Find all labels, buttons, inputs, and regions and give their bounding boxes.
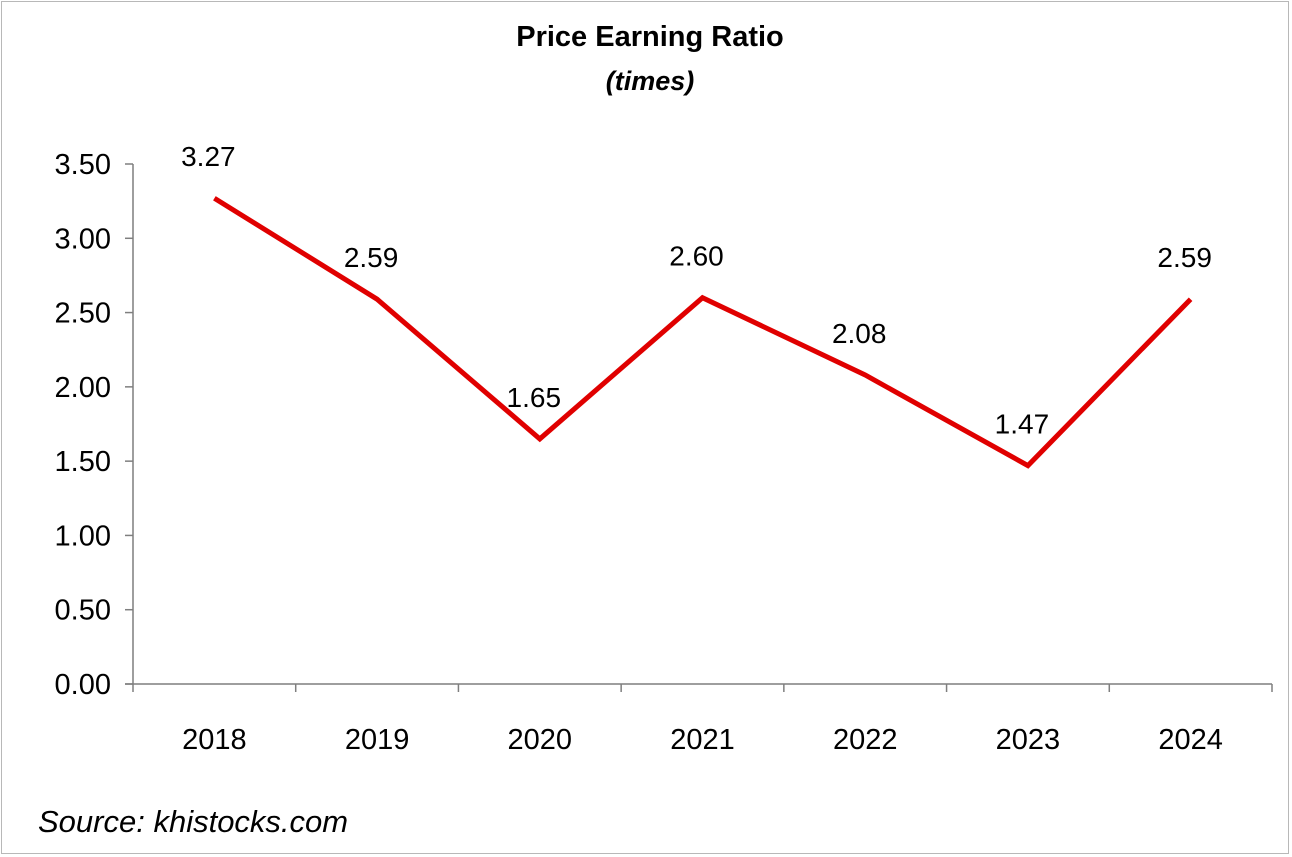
data-labels: 3.27 2.59 1.65 2.60 2.08 1.47 2.59 xyxy=(181,141,1212,439)
y-tick-label: 2.00 xyxy=(55,372,111,404)
x-tick-label: 2019 xyxy=(345,724,410,756)
data-label: 3.27 xyxy=(181,141,236,172)
axes xyxy=(125,163,1273,692)
chart-title: Price Earning Ratio xyxy=(516,21,784,53)
x-tick-label: 2022 xyxy=(833,724,898,756)
x-tick-label: 2021 xyxy=(670,724,735,756)
x-tick-label: 2020 xyxy=(508,724,573,756)
y-tick-label: 3.50 xyxy=(55,149,111,181)
y-tick-label: 2.50 xyxy=(55,298,111,330)
data-label: 2.60 xyxy=(669,241,724,272)
y-tick-label: 1.00 xyxy=(55,520,111,552)
x-tick-label: 2024 xyxy=(1158,724,1223,756)
data-label: 1.65 xyxy=(507,382,562,413)
chart-subtitle: (times) xyxy=(606,66,695,96)
data-label: 1.47 xyxy=(995,409,1050,440)
y-tick-label: 0.50 xyxy=(55,595,111,627)
data-label: 2.59 xyxy=(1157,242,1212,273)
series-line xyxy=(213,196,1193,469)
data-label: 2.59 xyxy=(344,242,399,273)
series xyxy=(213,196,1193,469)
data-label: 2.08 xyxy=(832,318,887,349)
y-tick-label: 3.00 xyxy=(55,223,111,255)
y-tick-label: 1.50 xyxy=(55,446,111,478)
x-tick-labels: 2018 2019 2020 2021 2022 2023 2024 xyxy=(182,724,1223,756)
source-note: Source: khistocks.com xyxy=(38,804,349,839)
y-tick-labels: 0.00 0.50 1.00 1.50 2.00 2.50 3.00 3.50 xyxy=(55,149,111,701)
y-tick-label: 0.00 xyxy=(55,669,111,701)
x-tick-label: 2018 xyxy=(182,724,247,756)
x-tick-label: 2023 xyxy=(996,724,1061,756)
